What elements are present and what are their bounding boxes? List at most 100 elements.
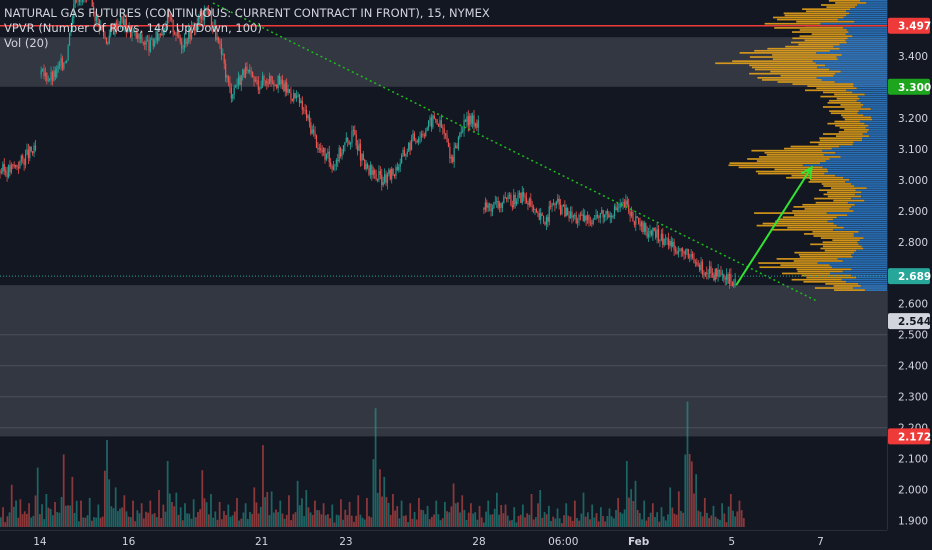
- vpvr-up-bar: [860, 285, 887, 287]
- candle-body: [534, 209, 536, 210]
- candle-body: [676, 251, 678, 254]
- vpvr-down-bar: [751, 149, 823, 152]
- volume-bar: [660, 507, 663, 527]
- volume-bar: [121, 507, 124, 527]
- volume-bar: [257, 513, 260, 527]
- candle-body: [332, 166, 335, 170]
- candle-body: [530, 198, 532, 206]
- candle-body: [660, 233, 662, 240]
- candle-body: [78, 0, 81, 2]
- volume-bar: [145, 511, 147, 527]
- vpvr-down-bar: [749, 64, 826, 67]
- candle-body: [463, 120, 465, 131]
- legend-vpvr: VPVR (Number Of Rows, 140, Up/Down, 100): [4, 21, 262, 35]
- volume-bar: [38, 514, 41, 527]
- candle-body: [467, 116, 469, 126]
- candle-body: [413, 133, 416, 141]
- volume-bar: [259, 506, 262, 527]
- vpvr-up-bar: [858, 230, 887, 233]
- candle-body: [559, 204, 562, 215]
- candle-body: [504, 197, 506, 198]
- candle-body: [701, 261, 704, 275]
- candle-body: [433, 115, 435, 119]
- candle-body: [2, 164, 4, 173]
- vpvr-up-bar: [854, 203, 887, 206]
- volume-bar: [220, 519, 223, 527]
- vpvr-down-bar: [759, 156, 841, 158]
- candle-body: [233, 87, 235, 95]
- vpvr-down-bar: [826, 6, 856, 8]
- vpvr-up-bar: [861, 245, 887, 248]
- volume-bar: [379, 469, 381, 527]
- volume-bar: [251, 513, 254, 527]
- volume-bar: [437, 514, 440, 527]
- candle-body: [439, 120, 441, 127]
- vpvr-up-bar: [857, 241, 887, 244]
- volume-bar: [563, 515, 565, 527]
- candle-body: [138, 33, 140, 39]
- vpvr-down-bar: [775, 220, 828, 223]
- vpvr-down-bar: [822, 245, 862, 248]
- volume-bar: [149, 500, 152, 527]
- volume-bar: [383, 476, 386, 527]
- vpvr-down-bar: [798, 43, 840, 46]
- candle-body: [290, 92, 292, 99]
- vpvr-up-bar: [833, 228, 887, 231]
- candle-body: [229, 81, 231, 88]
- candle-body: [393, 174, 396, 176]
- volume-bar: [43, 519, 46, 527]
- vpvr-down-bar: [832, 239, 860, 242]
- candle-body: [490, 203, 492, 212]
- volume-bar: [246, 518, 249, 527]
- candle-body: [625, 200, 627, 208]
- volume-bar: [595, 513, 598, 527]
- candle-body: [277, 75, 279, 89]
- candle-body: [223, 53, 225, 64]
- candle-body: [572, 215, 574, 218]
- candle-body: [555, 201, 557, 206]
- candle-body: [388, 169, 390, 174]
- volume-bar: [558, 518, 561, 527]
- candle-body: [32, 151, 34, 154]
- volume-bar: [158, 490, 160, 527]
- time-tick-label: 16: [122, 536, 136, 548]
- candle-body: [23, 158, 25, 165]
- vpvr-up-bar: [848, 31, 887, 33]
- price-tag: [888, 78, 930, 95]
- volume-bar: [283, 518, 286, 527]
- legend-title: NATURAL GAS FUTURES (CONTINUOUS: CURRENT…: [4, 6, 490, 20]
- candle-body: [352, 129, 354, 131]
- candle-body: [161, 34, 163, 36]
- candle-body: [460, 131, 462, 134]
- candle-body: [581, 214, 583, 216]
- vpvr-up-bar: [872, 118, 887, 121]
- vpvr-up-bar: [816, 52, 887, 54]
- volume-bar: [448, 512, 451, 527]
- vpvr-up-bar: [852, 255, 887, 258]
- volume-bar: [621, 513, 624, 527]
- candle-body: [139, 34, 142, 39]
- vpvr-up-bar: [812, 60, 887, 63]
- vpvr-up-bar: [853, 233, 887, 235]
- volume-bar: [680, 511, 682, 527]
- volume-bar: [669, 487, 672, 527]
- candle-body: [408, 142, 410, 152]
- vpvr-up-bar: [839, 47, 887, 50]
- candle-body: [98, 19, 100, 30]
- vpvr-down-bar: [829, 110, 859, 112]
- volume-bar: [51, 515, 54, 527]
- vpvr-up-bar: [822, 166, 887, 169]
- vpvr-up-bar: [863, 104, 887, 106]
- candle-body: [0, 170, 1, 173]
- candle-body: [137, 33, 139, 39]
- volume-bar: [450, 506, 453, 527]
- vpvr-up-bar: [858, 243, 887, 246]
- volume-bar: [658, 521, 661, 527]
- vpvr-up-bar: [864, 199, 887, 202]
- volume-bar: [335, 514, 338, 527]
- volume-bar: [197, 512, 199, 527]
- vpvr-down-bar: [747, 158, 830, 160]
- vpvr-up-bar: [833, 45, 887, 48]
- candle-body: [378, 171, 380, 180]
- volume-bar: [34, 495, 37, 527]
